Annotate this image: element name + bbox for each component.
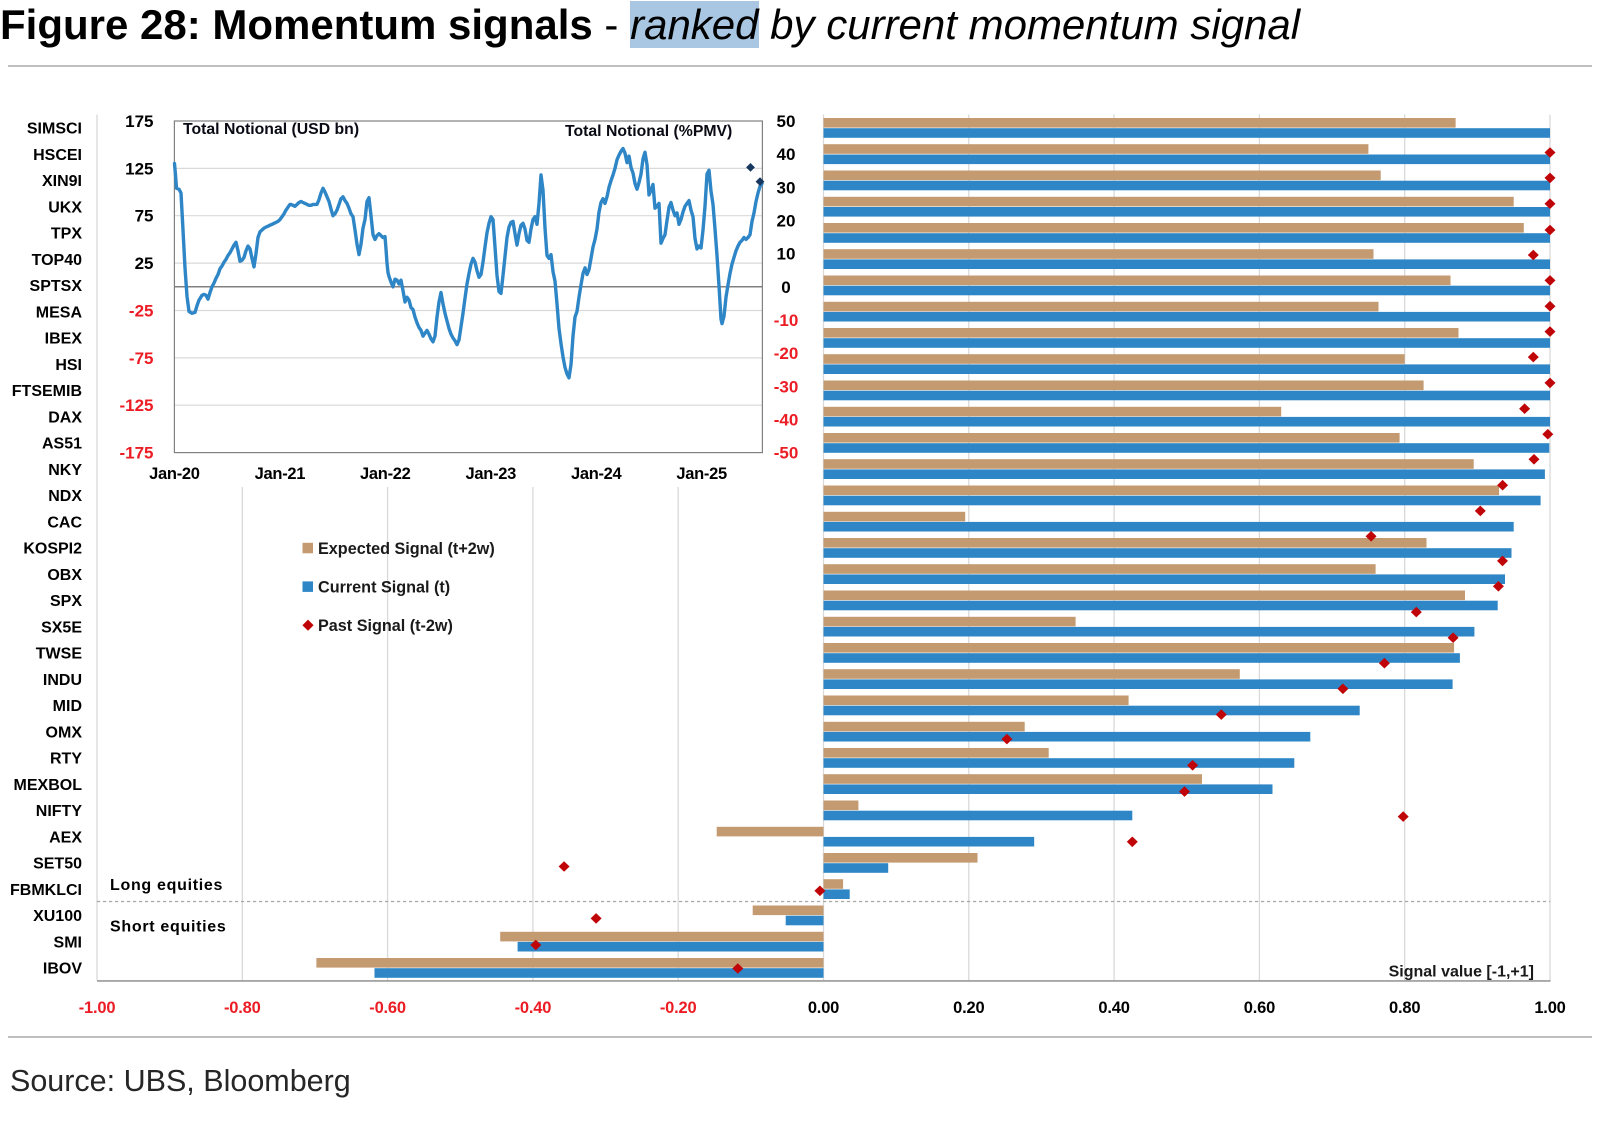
svg-text:20: 20 — [777, 212, 796, 231]
svg-text:RTY: RTY — [50, 751, 82, 768]
svg-text:-25: -25 — [129, 302, 154, 321]
svg-text:XU100: XU100 — [33, 908, 82, 925]
svg-text:Past Signal (t-2w): Past Signal (t-2w) — [318, 617, 453, 635]
svg-text:SPX: SPX — [50, 593, 82, 610]
svg-text:0.60: 0.60 — [1244, 999, 1275, 1017]
svg-text:IBEX: IBEX — [45, 331, 83, 348]
svg-text:40: 40 — [777, 145, 796, 164]
svg-text:TPX: TPX — [51, 226, 82, 243]
svg-text:Total Notional (%PMV): Total Notional (%PMV) — [565, 123, 732, 140]
svg-text:FBMKLCI: FBMKLCI — [10, 882, 82, 899]
svg-text:-50: -50 — [774, 444, 799, 463]
svg-text:Long equities: Long equities — [110, 877, 223, 894]
svg-text:SMI: SMI — [54, 934, 82, 951]
svg-text:Jan-23: Jan-23 — [466, 465, 517, 483]
svg-text:Jan-22: Jan-22 — [360, 465, 411, 483]
svg-text:MID: MID — [53, 698, 82, 715]
svg-text:175: 175 — [125, 112, 153, 131]
svg-text:SPTSX: SPTSX — [30, 278, 83, 295]
svg-text:NKY: NKY — [48, 462, 82, 479]
svg-text:TWSE: TWSE — [36, 646, 83, 663]
svg-text:-0.80: -0.80 — [224, 999, 261, 1017]
svg-text:DAX: DAX — [48, 409, 82, 426]
svg-text:-175: -175 — [119, 444, 153, 463]
svg-text:50: 50 — [777, 112, 796, 131]
svg-text:0.20: 0.20 — [953, 999, 984, 1017]
svg-text:UKX: UKX — [48, 200, 82, 217]
svg-text:-75: -75 — [129, 349, 154, 368]
svg-text:0: 0 — [781, 278, 790, 297]
svg-text:Total Notional (USD bn): Total Notional (USD bn) — [183, 121, 359, 138]
svg-text:Jan-25: Jan-25 — [676, 465, 727, 483]
svg-text:SIMSCI: SIMSCI — [27, 121, 82, 138]
svg-text:FTSEMIB: FTSEMIB — [12, 383, 82, 400]
svg-text:OMX: OMX — [46, 724, 83, 741]
svg-text:75: 75 — [135, 207, 154, 226]
svg-text:CAC: CAC — [47, 514, 82, 531]
svg-text:XIN9I: XIN9I — [42, 173, 82, 190]
svg-text:AEX: AEX — [49, 829, 82, 846]
svg-text:Jan-24: Jan-24 — [571, 465, 623, 483]
svg-text:-0.40: -0.40 — [515, 999, 552, 1017]
svg-text:0.80: 0.80 — [1389, 999, 1420, 1017]
svg-text:HSCEI: HSCEI — [33, 147, 82, 164]
svg-text:Short equities: Short equities — [110, 919, 226, 936]
svg-text:NDX: NDX — [48, 488, 82, 505]
svg-text:INDU: INDU — [43, 672, 82, 689]
svg-text:MEXBOL: MEXBOL — [14, 777, 83, 794]
svg-text:-0.60: -0.60 — [369, 999, 406, 1017]
svg-text:125: 125 — [125, 159, 153, 178]
svg-text:-30: -30 — [774, 377, 799, 396]
svg-text:25: 25 — [135, 254, 154, 273]
svg-text:TOP40: TOP40 — [32, 252, 83, 269]
svg-text:0.40: 0.40 — [1098, 999, 1129, 1017]
svg-text:10: 10 — [777, 245, 796, 264]
svg-text:Current Signal (t): Current Signal (t) — [318, 579, 450, 597]
svg-text:-1.00: -1.00 — [79, 999, 116, 1017]
svg-text:1.00: 1.00 — [1534, 999, 1565, 1017]
svg-text:KOSPI2: KOSPI2 — [23, 541, 82, 558]
svg-text:MESA: MESA — [36, 304, 83, 321]
svg-text:OBX: OBX — [47, 567, 82, 584]
svg-text:-10: -10 — [774, 311, 799, 330]
svg-text:AS51: AS51 — [42, 436, 82, 453]
svg-text:-125: -125 — [119, 396, 153, 415]
svg-text:SET50: SET50 — [33, 856, 82, 873]
svg-text:30: 30 — [777, 178, 796, 197]
svg-text:-0.20: -0.20 — [660, 999, 697, 1017]
svg-text:-20: -20 — [774, 344, 799, 363]
svg-text:Signal value [-1,+1]: Signal value [-1,+1] — [1389, 964, 1534, 981]
svg-text:0.00: 0.00 — [808, 999, 839, 1017]
svg-text:Jan-21: Jan-21 — [255, 465, 306, 483]
svg-text:IBOV: IBOV — [43, 961, 82, 978]
svg-text:SX5E: SX5E — [41, 619, 82, 636]
svg-text:HSI: HSI — [55, 357, 82, 374]
svg-text:Expected Signal (t+2w): Expected Signal (t+2w) — [318, 540, 495, 558]
svg-text:Jan-20: Jan-20 — [149, 465, 200, 483]
svg-text:-40: -40 — [774, 410, 799, 429]
svg-text:NIFTY: NIFTY — [36, 803, 83, 820]
